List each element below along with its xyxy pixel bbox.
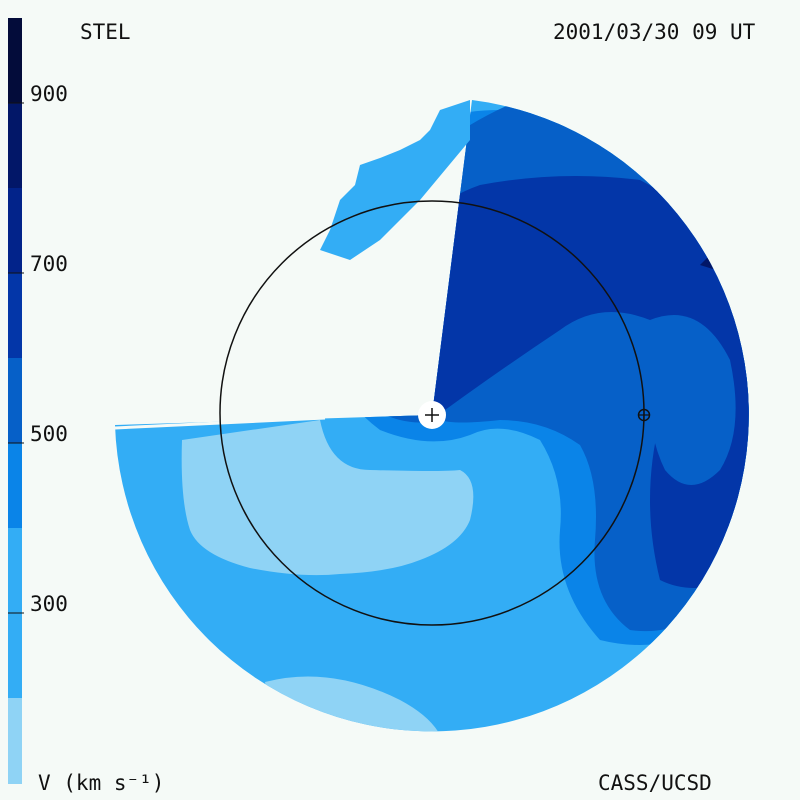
contour-region-600 [376,176,749,588]
timestamp-label: 2001/03/30 09 UT [553,20,756,44]
contour-region-700 [388,316,432,408]
contour-region-700 [700,255,716,270]
colorbar-band [8,358,22,443]
ragged-edge [320,100,470,260]
colorbar-band [8,18,22,103]
colorbar-tick-label: 700 [30,252,68,276]
colorbar-band [8,103,22,188]
earth-icon [637,408,651,422]
contour-region-lowest [181,420,474,576]
credit-label: CASS/UCSD [598,771,712,795]
colorbar-tick-label: 500 [30,422,68,446]
colorbar-tick-label: 900 [30,82,68,106]
contour-region-500 [647,315,736,485]
unit-label: V (km s⁻¹) [38,771,165,795]
colorbar-band [8,698,22,784]
colorbar [8,18,24,784]
colorbar-band [8,273,22,358]
colorbar-band [8,443,22,528]
source-label: STEL [80,20,131,44]
colorbar-band [8,188,22,273]
colorbar-tick-label: 300 [30,592,68,616]
